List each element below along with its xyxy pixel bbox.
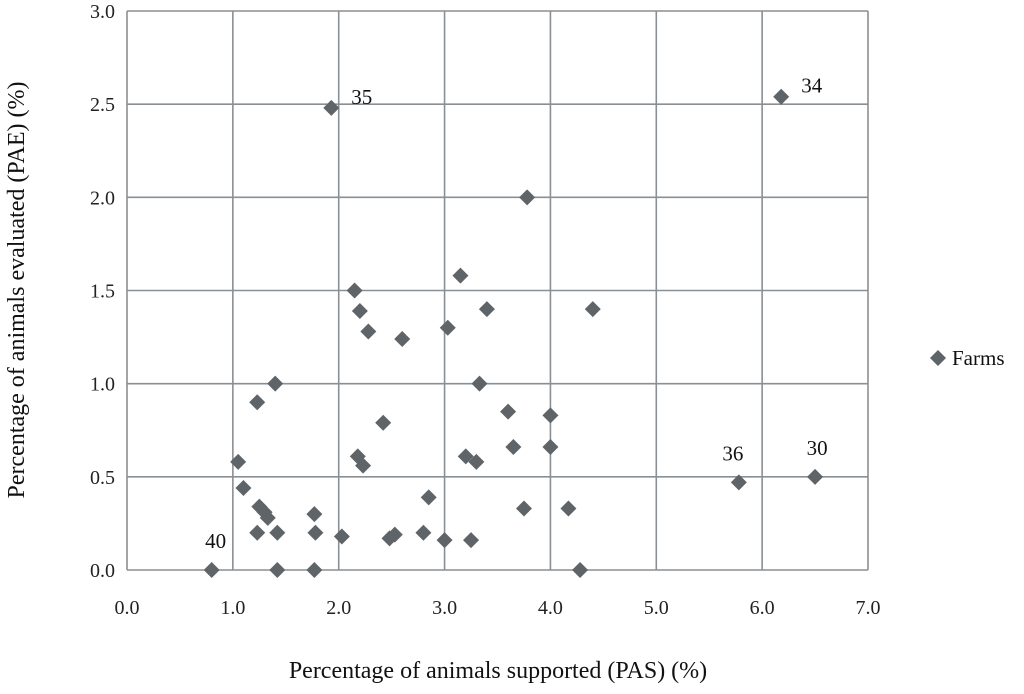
data-point-diamond [235, 480, 252, 497]
tick-labels: 0.0 1.0 2.0 3.0 4.0 5.0 6.0 7.0 0.0 0.5 1.0 1.5 2.0 2… [90, 1, 881, 619]
data-point-diamond [420, 489, 437, 506]
data-point-diamond [452, 267, 469, 284]
data-point-diamond [307, 524, 324, 541]
data-point-diamond [560, 500, 577, 517]
y-tick-label: 2.0 [90, 187, 115, 209]
data-point-diamond [505, 439, 522, 456]
data-point-diamond [360, 323, 377, 340]
data-point-diamond [249, 394, 266, 411]
gridlines [126, 10, 869, 571]
y-tick-label: 1.5 [90, 281, 115, 303]
data-point-diamond [730, 474, 747, 491]
point-label: 35 [351, 85, 372, 109]
legend: Farms [930, 346, 1005, 370]
data-point-diamond [259, 509, 276, 526]
data-point-diamond [306, 506, 323, 523]
data-point-diamond [355, 457, 372, 474]
data-point-diamond [572, 562, 589, 578]
x-tick-label: 1.0 [220, 597, 245, 619]
data-point-diamond [351, 302, 368, 319]
legend-marker-icon [930, 350, 946, 366]
y-axis-label: Percentage of animals evaluated (PAE) (%… [4, 82, 30, 499]
data-point-diamond [203, 562, 220, 578]
data-point-diamond [323, 99, 340, 116]
x-tick-label: 7.0 [856, 597, 881, 619]
data-point-diamond [375, 414, 392, 431]
x-tick-label: 5.0 [644, 597, 669, 619]
y-tick-label: 1.0 [90, 374, 115, 396]
data-point-diamond [457, 448, 474, 465]
x-tick-label: 4.0 [538, 597, 563, 619]
data-point-diamond [436, 532, 453, 549]
data-point-diamond [584, 301, 601, 318]
data-point-diamond [807, 468, 824, 485]
data-point-diamond [542, 407, 559, 424]
x-tick-label: 0.0 [115, 597, 140, 619]
data-point-diamond [519, 189, 536, 206]
data-point-diamond [394, 330, 411, 347]
data-point-diamond [269, 562, 286, 578]
data-point-diamond [386, 526, 403, 543]
y-tick-label: 3.0 [90, 1, 115, 23]
data-point-diamond [306, 562, 323, 578]
data-point-diamond [415, 524, 432, 541]
data-point-diamond [439, 319, 456, 336]
data-point-diamond [346, 282, 363, 299]
data-point-diamond [249, 524, 266, 541]
data-point-diamond [269, 524, 286, 541]
data-point-diamond [773, 88, 790, 105]
data-point-diamond [333, 528, 350, 545]
point-annotations: 35 34 30 36 40 [205, 74, 827, 553]
point-label: 30 [807, 436, 828, 460]
data-points [203, 88, 824, 578]
x-axis-label: Percentage of animals supported (PAS) (%… [289, 658, 707, 684]
data-point-diamond [542, 439, 559, 456]
point-label: 34 [801, 74, 823, 98]
y-tick-label: 0.0 [90, 560, 115, 582]
data-point-diamond [468, 453, 485, 470]
data-point-diamond [471, 375, 488, 392]
y-tick-label: 2.5 [90, 94, 115, 116]
point-label: 36 [722, 441, 743, 465]
data-point-diamond [515, 500, 532, 517]
point-label: 40 [205, 529, 226, 553]
data-point-diamond [500, 403, 517, 420]
data-point-diamond [230, 453, 247, 470]
x-tick-label: 3.0 [432, 597, 457, 619]
data-point-diamond [267, 375, 284, 392]
x-tick-label: 2.0 [326, 597, 351, 619]
legend-label-farms: Farms [952, 346, 1005, 370]
x-tick-label: 6.0 [750, 597, 775, 619]
data-point-diamond [478, 301, 495, 318]
y-tick-label: 0.5 [90, 467, 115, 489]
data-point-diamond [463, 532, 480, 549]
